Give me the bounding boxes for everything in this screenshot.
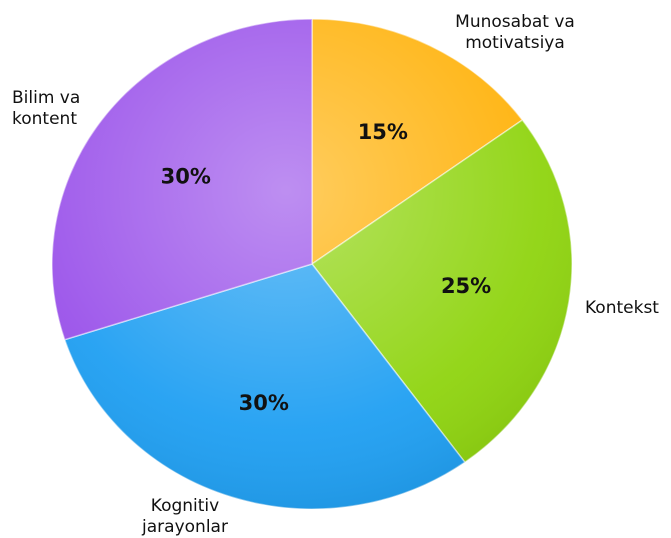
category-label: Kognitiv jarayonlar [142, 496, 228, 537]
category-label: Bilim va kontent [12, 88, 81, 129]
value-label: 30% [161, 165, 211, 189]
value-label: 25% [441, 274, 491, 298]
pie [51, 18, 573, 510]
value-labels: 15% 25% 30% 30% [161, 120, 492, 415]
value-label: 30% [239, 391, 289, 415]
value-label: 15% [358, 120, 408, 144]
category-label: Kontekst [585, 298, 659, 318]
category-label: Munosabat va motivatsiya [455, 12, 575, 53]
